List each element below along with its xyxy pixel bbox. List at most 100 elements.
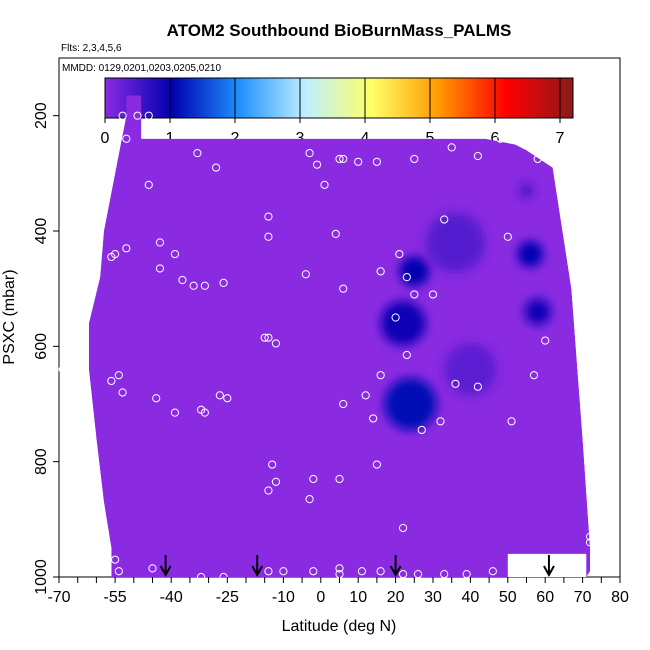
chart-title: ATOM2 Southbound BioBurnMass_PALMS [167, 21, 512, 40]
sample-point [372, 157, 381, 166]
sample-point [305, 149, 314, 158]
flights-label: Flts: 2,3,4,5,6 [61, 43, 122, 54]
sample-point [372, 460, 381, 469]
x-tick-label: 0 [316, 589, 325, 606]
sample-point [369, 414, 378, 423]
sample-point [436, 417, 445, 426]
colorbar-tick-label: 1 [166, 130, 175, 147]
sample-point [339, 284, 348, 293]
sample-point [335, 154, 344, 164]
sample-point [309, 474, 318, 484]
sample-point [398, 570, 408, 579]
sample-point [155, 238, 165, 247]
dates-label: MMDD: 0129,0201,0203,0205,0210 [62, 63, 221, 74]
y-axis: 200 400 600 800 1000 [33, 102, 59, 595]
sample-point [264, 486, 273, 495]
x-tick-label: 60 [536, 589, 554, 606]
sample-point [200, 281, 209, 290]
sample-point [271, 339, 281, 348]
sample-point [211, 163, 221, 172]
sample-point [309, 567, 318, 576]
sample-point [503, 232, 512, 241]
colorbar-tick-label: 7 [556, 130, 565, 147]
flight-arrow-head [159, 565, 172, 578]
sample-point [144, 111, 153, 120]
sample-point [197, 572, 206, 582]
x-tick-label: 40 [462, 589, 480, 606]
sample-point [339, 399, 348, 409]
sample-point [148, 564, 157, 573]
sample-point [402, 273, 411, 282]
heatmap-high-region [519, 183, 534, 199]
heatmap-high-region [425, 212, 486, 273]
flight-arrows [159, 555, 555, 578]
sample-point [114, 371, 123, 380]
sample-point [440, 215, 449, 224]
colorbar-tick-label: 0 [101, 130, 110, 147]
sample-point [585, 538, 595, 547]
sample-point [111, 555, 120, 564]
y-tick-label: 1000 [33, 559, 50, 595]
sample-point [223, 394, 232, 403]
x-tick-label: -10 [272, 589, 295, 606]
y-axis-label: PSXC (mbar) [1, 269, 18, 364]
x-tick-label: 10 [349, 589, 367, 606]
sample-point [473, 151, 482, 161]
flight-arrow-head [251, 565, 264, 578]
sample-point [215, 391, 224, 400]
sample-point [264, 212, 273, 221]
x-tick-label: -40 [160, 589, 183, 606]
sample-point [264, 232, 273, 241]
sample-point [320, 180, 329, 189]
sample-point [529, 371, 539, 380]
heatmap-high-region [384, 377, 437, 431]
sample-point [376, 267, 385, 276]
sample-point [376, 567, 385, 576]
sample-point [331, 229, 340, 238]
flight-arrow-head [389, 565, 402, 578]
heatmap-high-region [380, 300, 426, 346]
sample-point [271, 477, 281, 486]
heatmap-high-region [444, 343, 497, 396]
sample-point [402, 350, 411, 360]
sample-point [279, 567, 288, 576]
sample-point [152, 394, 161, 403]
y-tick-label: 600 [33, 333, 50, 360]
colorbar-tick-label: 4 [361, 130, 370, 147]
sample-points [58, 111, 595, 582]
sample-point [335, 564, 344, 573]
sample-point [398, 523, 408, 533]
colorbar-fill [104, 77, 574, 119]
heatmap-high-regions [380, 183, 551, 431]
sample-point [260, 333, 269, 342]
y-tick-label: 400 [33, 218, 50, 245]
sample-point [58, 365, 67, 374]
sample-point [189, 281, 198, 290]
sample-point [417, 425, 426, 435]
sample-point [496, 134, 505, 143]
sample-point [354, 157, 363, 166]
sample-point [219, 278, 228, 287]
sample-point [170, 408, 180, 417]
x-tick-label: -70 [47, 589, 70, 606]
sample-point [447, 143, 456, 152]
x-tick-label: 50 [499, 589, 517, 606]
heatmap-layer [88, 95, 591, 577]
colorbar: 0 1 2 3 4 5 6 7 [101, 77, 574, 147]
sample-point [533, 154, 542, 164]
sample-point [335, 474, 344, 484]
sample-point [391, 313, 400, 322]
sample-point [541, 336, 550, 345]
sample-point [200, 408, 209, 417]
x-tick-label: -55 [104, 589, 127, 606]
sample-point [451, 379, 460, 388]
missing-data-cutout [507, 553, 587, 577]
colorbar-tick-label: 6 [491, 130, 500, 147]
sample-point [312, 160, 322, 169]
colorbar-tick-label: 3 [296, 130, 305, 147]
sample-point [133, 111, 142, 120]
y-tick-label: 200 [33, 102, 50, 129]
x-tick-label: 80 [611, 589, 629, 606]
x-tick-label: -25 [216, 589, 239, 606]
sample-point [264, 333, 273, 342]
